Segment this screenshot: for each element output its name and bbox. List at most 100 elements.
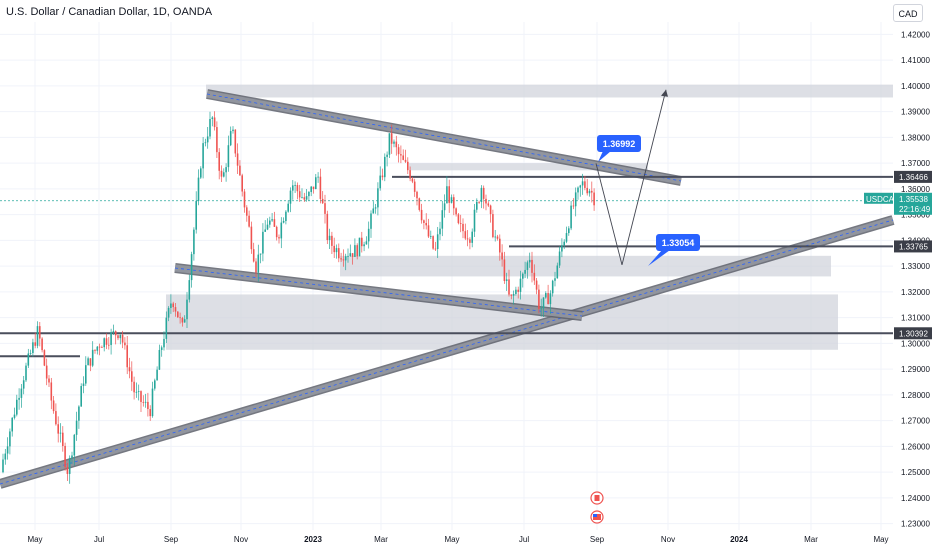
- candle-body: [264, 229, 266, 232]
- candle: [101, 345, 103, 348]
- candle: [131, 361, 133, 391]
- candle-body: [480, 187, 483, 202]
- candle: [112, 324, 115, 336]
- candle: [501, 244, 503, 267]
- candle: [298, 184, 301, 202]
- candle: [142, 395, 145, 407]
- candle: [301, 188, 303, 199]
- time-tick-label: Jul: [519, 535, 529, 544]
- candle: [128, 357, 131, 379]
- candle: [9, 428, 11, 455]
- candle-body: [144, 401, 147, 403]
- candle-body: [462, 223, 464, 232]
- candle-body: [252, 249, 255, 262]
- time-tick-label: Sep: [164, 535, 179, 544]
- candle: [259, 253, 262, 264]
- candle-body: [542, 297, 545, 309]
- candle-body: [154, 380, 156, 389]
- candle: [209, 111, 211, 140]
- currency-button[interactable]: CAD: [893, 4, 923, 22]
- candle-body: [367, 228, 370, 242]
- candle: [41, 337, 43, 353]
- candle: [94, 349, 96, 354]
- candle-body: [347, 255, 349, 257]
- candle: [195, 191, 197, 234]
- candle-body: [400, 154, 402, 156]
- candle-body: [574, 192, 577, 207]
- candle-body: [273, 219, 276, 227]
- candle: [16, 394, 18, 417]
- candle-body: [121, 334, 124, 343]
- candle-body: [117, 335, 119, 339]
- candle-body: [16, 399, 18, 415]
- candle: [294, 181, 296, 194]
- candle-body: [420, 209, 423, 221]
- candle: [57, 416, 59, 443]
- candle-body: [565, 233, 568, 242]
- candle-body: [103, 338, 105, 348]
- candle-body: [427, 225, 430, 237]
- candle-body: [11, 417, 13, 432]
- candle-body: [269, 220, 271, 225]
- candle-body: [4, 453, 7, 460]
- candle-body: [181, 317, 184, 323]
- candle-body: [331, 235, 333, 246]
- candle: [218, 148, 220, 180]
- level-tag-text: 1.30392: [899, 329, 928, 338]
- candle-body: [75, 420, 78, 435]
- candle-body: [292, 185, 294, 191]
- candle: [310, 185, 312, 197]
- candle-body: [538, 289, 540, 310]
- candle-body: [124, 342, 126, 346]
- candle: [381, 168, 384, 181]
- candle: [197, 169, 200, 206]
- candle: [370, 210, 372, 238]
- candle-body: [335, 248, 338, 253]
- candle: [278, 234, 280, 244]
- candle: [66, 462, 69, 481]
- candle: [565, 226, 568, 244]
- callout-pullback-pointer: [648, 250, 670, 266]
- candle-body: [227, 145, 230, 168]
- candle: [147, 392, 149, 417]
- candle: [508, 269, 510, 297]
- candle-body: [446, 186, 448, 204]
- price-tick-label: 1.25000: [901, 468, 930, 477]
- candle: [574, 187, 577, 217]
- candle-body: [315, 177, 317, 190]
- candle: [430, 230, 432, 240]
- candle-body: [262, 231, 264, 254]
- candle-body: [508, 279, 510, 295]
- candle: [462, 218, 464, 239]
- candle: [499, 234, 501, 261]
- candle-body: [342, 259, 345, 261]
- candle-body: [213, 117, 216, 128]
- candle: [121, 330, 124, 349]
- candle: [204, 138, 207, 147]
- candle-body: [110, 332, 112, 345]
- candle: [480, 185, 483, 209]
- candle-body: [363, 244, 365, 247]
- candle: [29, 349, 32, 356]
- candle-body: [492, 214, 494, 238]
- candle: [140, 390, 142, 412]
- candle-body: [73, 434, 76, 456]
- price-tag: 1.33765: [894, 240, 932, 253]
- candle-body: [395, 141, 398, 148]
- candle: [568, 226, 570, 236]
- candle: [98, 343, 101, 356]
- candle: [321, 191, 324, 205]
- candle-body: [2, 459, 4, 473]
- level-tag: [894, 327, 932, 340]
- candle: [160, 345, 163, 357]
- candle: [158, 344, 161, 371]
- candle-body: [535, 280, 538, 290]
- candle-body: [393, 141, 395, 144]
- candle-body: [540, 308, 542, 310]
- candle-body: [409, 170, 411, 179]
- candle: [243, 189, 246, 213]
- candle: [441, 200, 444, 237]
